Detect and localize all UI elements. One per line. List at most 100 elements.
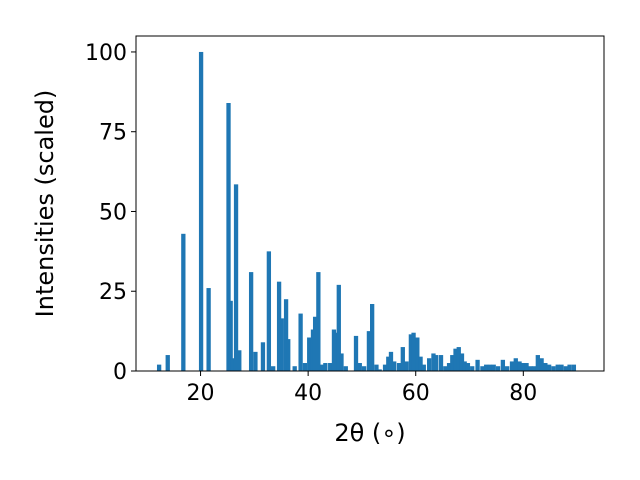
ticks-group: 20 40 60 80 0 25 50 75 100	[85, 41, 537, 406]
bar	[421, 364, 426, 371]
bar	[248, 272, 254, 371]
bar	[563, 366, 568, 371]
bar	[524, 363, 529, 371]
bar	[260, 342, 266, 371]
bar	[233, 184, 239, 371]
bar	[453, 348, 458, 371]
bar	[465, 363, 471, 371]
bar	[411, 332, 416, 371]
bar	[450, 355, 455, 371]
bar	[343, 366, 348, 371]
bar	[446, 363, 452, 371]
bar	[316, 272, 321, 371]
bar	[331, 329, 337, 371]
bar	[415, 337, 420, 371]
bar	[520, 363, 525, 371]
bar	[319, 364, 325, 371]
bar	[339, 353, 344, 371]
bar	[266, 251, 272, 371]
y-axis-title: Intensities (scaled)	[31, 90, 59, 318]
bar	[230, 358, 235, 371]
bar	[543, 363, 548, 371]
bar	[286, 339, 291, 371]
bar	[487, 364, 493, 371]
bar	[484, 364, 489, 371]
bar	[271, 366, 276, 371]
bar	[253, 351, 258, 371]
bar	[323, 363, 328, 371]
bar	[462, 361, 467, 371]
bar	[328, 363, 333, 371]
bar	[370, 304, 375, 371]
bar	[206, 288, 211, 371]
bar	[438, 355, 444, 371]
bar	[500, 359, 506, 371]
bar	[377, 369, 382, 371]
bar	[456, 347, 461, 371]
bar	[531, 366, 537, 371]
bar	[400, 347, 405, 371]
bar	[336, 284, 341, 371]
bar	[505, 366, 510, 371]
y-tick-label: 50	[99, 200, 127, 225]
bar	[392, 361, 397, 371]
bar	[310, 329, 316, 371]
bar	[480, 366, 485, 371]
bar	[517, 361, 522, 371]
bar	[491, 364, 496, 371]
x-tick-label: 40	[294, 381, 322, 406]
bar	[298, 313, 303, 371]
bar	[539, 358, 544, 371]
bar	[283, 299, 289, 371]
bar	[198, 51, 204, 371]
bar	[386, 356, 391, 371]
bar	[431, 353, 436, 371]
bar	[307, 337, 312, 371]
bar	[276, 281, 282, 371]
bar	[382, 364, 388, 371]
bar	[513, 358, 518, 371]
y-tick-label: 75	[99, 121, 127, 146]
x-tick-label: 80	[509, 381, 537, 406]
bar	[546, 364, 552, 371]
bar	[237, 350, 242, 371]
x-tick-label: 20	[187, 381, 215, 406]
bar	[459, 353, 465, 371]
bar	[302, 363, 308, 371]
y-tick-label: 25	[99, 280, 127, 305]
bar	[312, 316, 318, 371]
bar	[165, 355, 170, 371]
bar	[366, 331, 372, 371]
bar	[353, 335, 359, 371]
bar	[470, 366, 475, 371]
y-tick-label: 100	[85, 41, 127, 66]
bar	[443, 366, 448, 371]
bar	[535, 355, 540, 371]
bar	[475, 359, 480, 371]
bar	[427, 358, 432, 371]
x-axis-title: 2θ (∘)	[334, 419, 405, 447]
bar	[571, 364, 577, 371]
y-tick-label: 0	[113, 360, 127, 385]
bar	[361, 366, 367, 371]
bar	[228, 300, 233, 371]
x-tick-label: 60	[402, 381, 430, 406]
bar	[555, 364, 560, 371]
bar	[404, 361, 409, 371]
bar	[567, 364, 572, 371]
bar	[374, 364, 379, 371]
bar	[181, 233, 186, 371]
bars-group	[156, 51, 577, 371]
bar	[509, 361, 515, 371]
bar	[495, 366, 501, 371]
bar	[408, 334, 414, 371]
bar	[357, 363, 362, 371]
bar	[418, 356, 423, 371]
bar	[226, 103, 231, 371]
bar	[551, 366, 556, 371]
bar	[292, 366, 297, 371]
bar	[279, 318, 284, 371]
bar	[434, 355, 439, 371]
bar	[528, 366, 533, 371]
